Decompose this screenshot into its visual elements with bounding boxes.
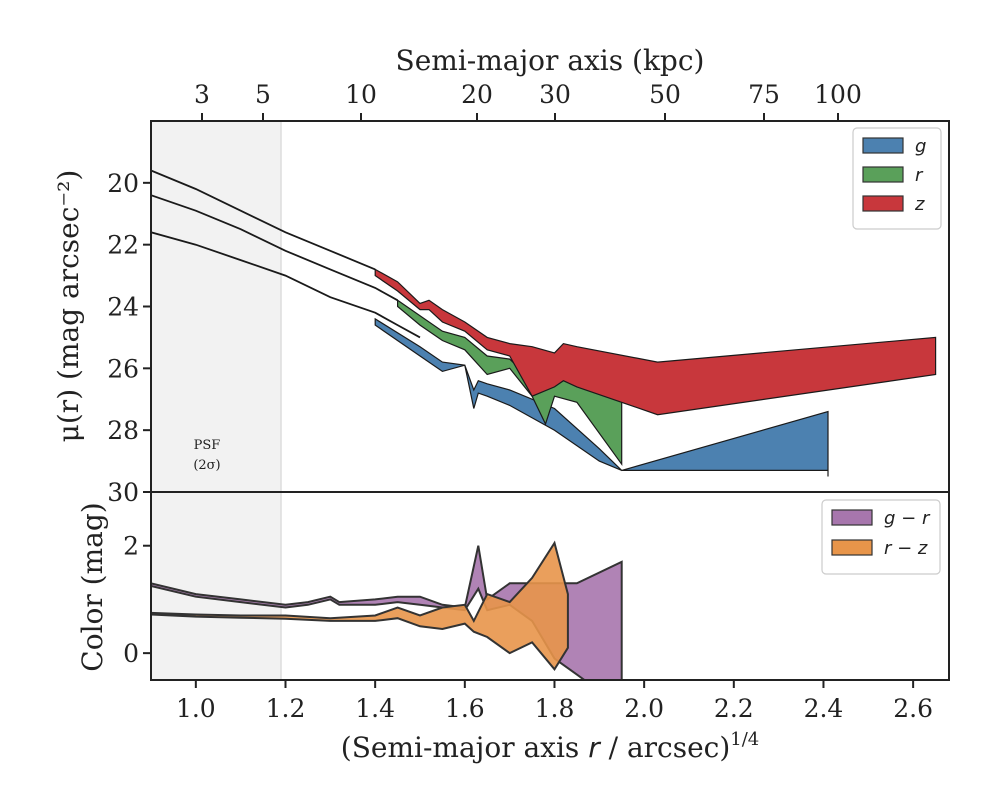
- profile-line-g: [151, 231, 421, 339]
- xtick-label: 2.2: [714, 694, 754, 723]
- psf-region-top: [151, 121, 282, 492]
- legend-entry: r: [915, 165, 924, 186]
- top-legend: grz: [852, 127, 942, 230]
- bottom-panel-series: [151, 540, 623, 680]
- color-band-rz: [151, 540, 569, 672]
- color-axis-label: Color (mag): [76, 502, 109, 671]
- xtick-label: 2.4: [804, 694, 844, 723]
- legend-entry: g: [915, 136, 926, 157]
- legend-swatch: [862, 166, 904, 183]
- profile-line-r: [151, 194, 399, 302]
- top-xtick-label: 10: [345, 80, 377, 109]
- top-xtick-label: 3: [194, 80, 210, 109]
- bottom-axis-label: (Semi-major axis r / arcsec)1/4: [341, 729, 759, 764]
- top-panel-series: [151, 169, 937, 477]
- xlabel-exponent: 1/4: [730, 729, 759, 750]
- ytick-label-top: 26: [107, 354, 139, 383]
- axis-ticks: 20 22 24 26 28 30 0 2 1.0 1.2 1.4 1.6 1.8 2.0 2.2 2.4 2.…: [107, 80, 933, 723]
- legend-entry: r − z: [884, 538, 928, 559]
- xtick-label: 2.6: [893, 694, 933, 723]
- ytick-label-top: 24: [107, 293, 139, 322]
- xtick-label: 1.4: [355, 694, 395, 723]
- legend-entry: z: [914, 194, 925, 215]
- profile-line-z: [151, 169, 376, 271]
- xtick-label: 1.8: [535, 694, 575, 723]
- surface-brightness-axis-label: μ(r) (mag arcsec⁻²): [52, 170, 85, 443]
- psf-label-line2: (2σ): [193, 458, 220, 473]
- legend-swatch: [831, 539, 873, 556]
- ytick-label-top: 28: [107, 416, 139, 445]
- psf-region-bottom: [151, 492, 282, 680]
- xtick-label: 1.0: [176, 694, 216, 723]
- band-z: [374, 268, 937, 416]
- legend-entry: g − r: [884, 508, 931, 529]
- top-xtick-label: 5: [255, 80, 271, 109]
- xtick-label: 1.6: [445, 694, 485, 723]
- top-axis-label: Semi-major axis (kpc): [396, 44, 705, 77]
- xlabel-var: r: [588, 731, 601, 764]
- xlabel-rest: / arcsec): [600, 731, 731, 764]
- band-g: [374, 317, 829, 477]
- legend-swatch: [862, 137, 904, 154]
- top-xtick-label: 75: [748, 80, 780, 109]
- band-r: [397, 299, 623, 467]
- xlabel-main: (Semi-major axis: [341, 731, 588, 764]
- psf-label-line1: PSF: [194, 438, 221, 453]
- xtick-label: 2.0: [624, 694, 664, 723]
- ytick-label-top: 30: [107, 478, 139, 507]
- legend-swatch: [862, 195, 904, 212]
- ytick-label-bottom: 2: [123, 532, 139, 561]
- top-xtick-label: 100: [814, 80, 862, 109]
- legend-swatch: [831, 509, 873, 526]
- ytick-label-top: 22: [107, 231, 139, 260]
- top-xtick-label: 20: [461, 80, 493, 109]
- bottom-panel-frame: [150, 491, 950, 681]
- top-xtick-label: 30: [539, 80, 571, 109]
- ytick-label-bottom: 0: [123, 639, 139, 668]
- ytick-label-top: 20: [107, 169, 139, 198]
- bottom-legend: g − r r − z: [821, 499, 941, 575]
- top-xtick-label: 50: [649, 80, 681, 109]
- xtick-label: 1.2: [266, 694, 306, 723]
